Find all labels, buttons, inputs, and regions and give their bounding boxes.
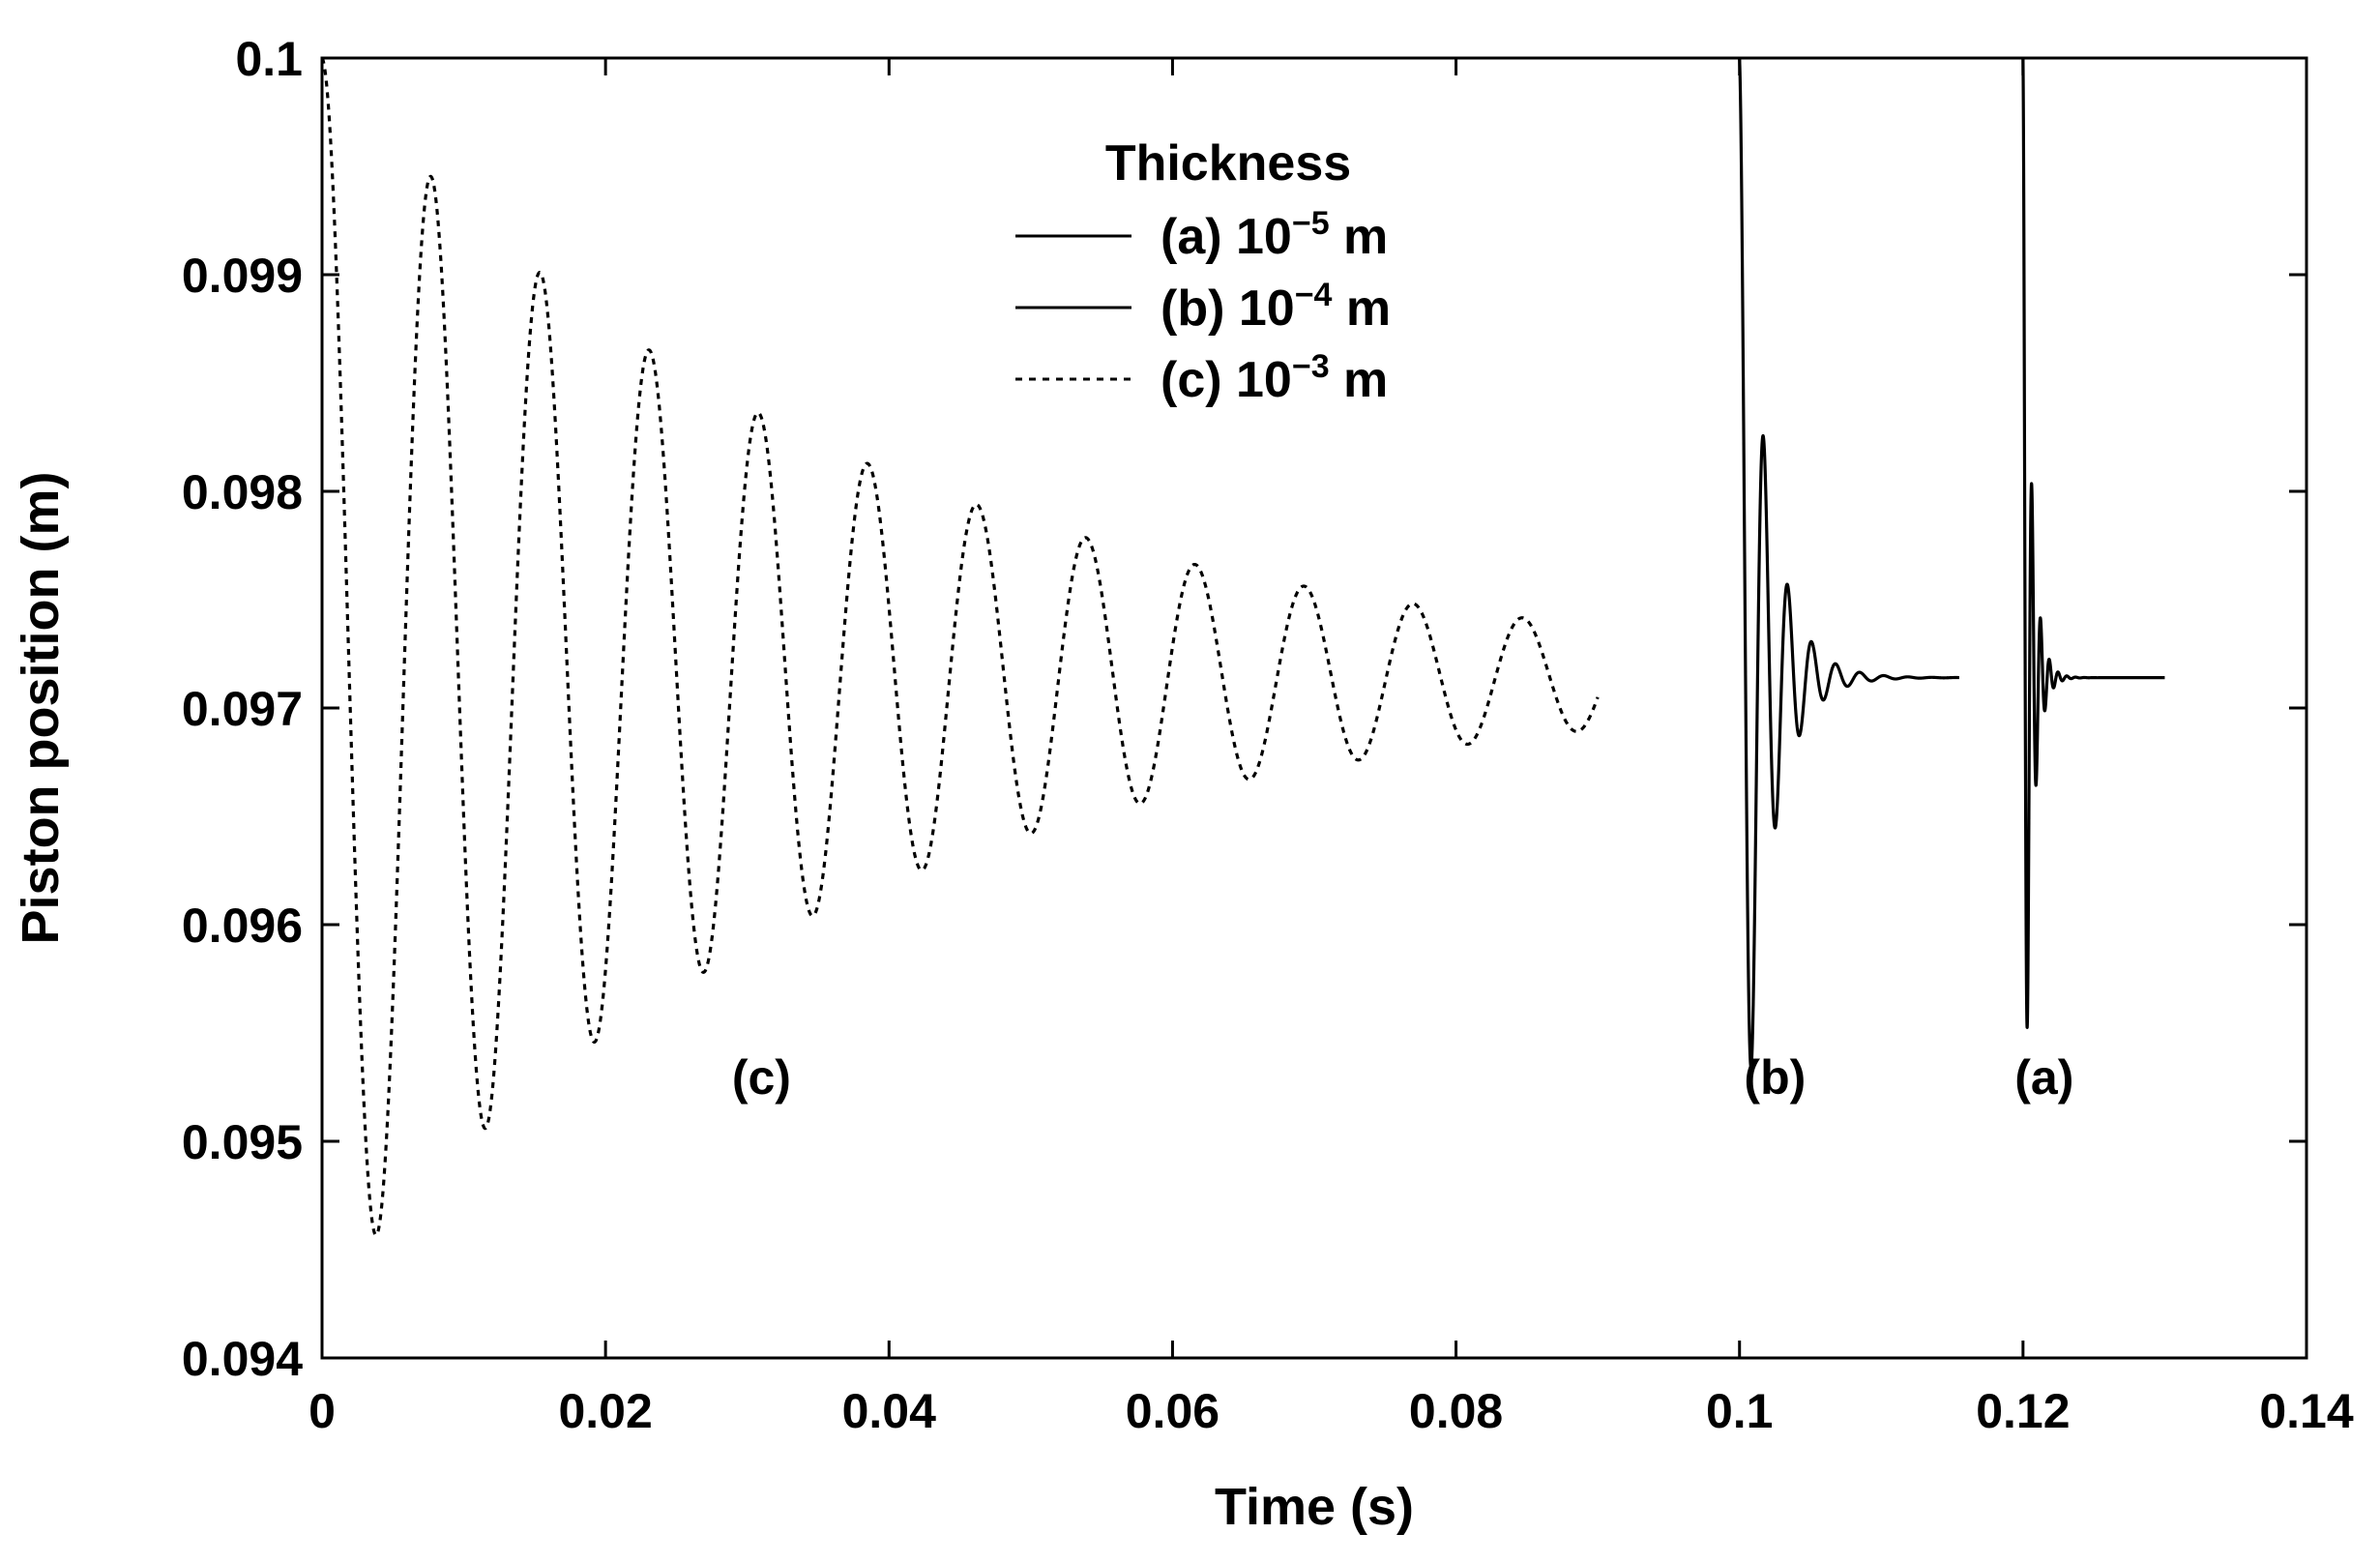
legend-entry-c: (c) 10−3 m [1161,348,1388,408]
legend-entry-a: (a) 10−5 m [1161,205,1388,265]
x-axis-title: Time (s) [1215,1478,1414,1536]
series-a-line [2021,57,2166,1029]
x-tick-label: 0.08 [1409,1384,1503,1438]
series-c-line [320,57,1600,1237]
y-tick-label: 0.098 [182,465,303,519]
y-axis-title: Piston position (m) [12,472,70,945]
legend-entry-c-unit: m [1330,352,1389,408]
ticks-layer: 0 0.02 0.04 0.06 0.08 0.1 0.12 0.14 0.094 0.095 0.… [182,32,2354,1438]
legend-title: Thickness [1105,135,1351,192]
x-tick-label: 0.04 [842,1384,937,1438]
series-layer [320,57,2166,1237]
legend-entry-b-exponent: −4 [1295,277,1333,313]
legend-entry-b-label: (b) 10 [1161,280,1295,337]
curve-annotation: (a) [2014,1050,2073,1105]
x-tick-label: 0.14 [2259,1384,2354,1438]
y-tick-label: 0.096 [182,899,303,953]
y-tick-label: 0.095 [182,1115,303,1169]
legend-entry-a-label: (a) 10 [1161,209,1292,265]
annotations-layer: (c) (b) (a) [732,1050,2074,1105]
x-tick-label: 0.02 [558,1384,652,1438]
x-tick-label: 0 [309,1384,336,1438]
x-tick-label: 0.12 [1976,1384,2070,1438]
y-tick-label: 0.099 [182,249,303,303]
series-b-line [1738,57,1961,1069]
curve-annotation: (c) [732,1050,791,1105]
x-tick-label: 0.1 [1706,1384,1774,1438]
legend-entry-b: (b) 10−4 m [1161,277,1391,337]
y-tick-label: 0.094 [182,1332,303,1386]
legend: Thickness (a) 10−5 m (b) 10−4 m (c) 10−3… [1015,135,1391,408]
y-tick-label: 0.1 [235,32,303,86]
legend-entry-c-exponent: −3 [1292,348,1330,385]
legend-entry-b-unit: m [1332,280,1391,337]
curve-annotation: (b) [1744,1050,1806,1105]
legend-entry-c-label: (c) 10 [1161,352,1292,408]
y-tick-label: 0.097 [182,682,303,736]
legend-entry-a-unit: m [1330,209,1389,265]
x-tick-label: 0.06 [1126,1384,1219,1438]
legend-entry-a-exponent: −5 [1292,205,1330,242]
